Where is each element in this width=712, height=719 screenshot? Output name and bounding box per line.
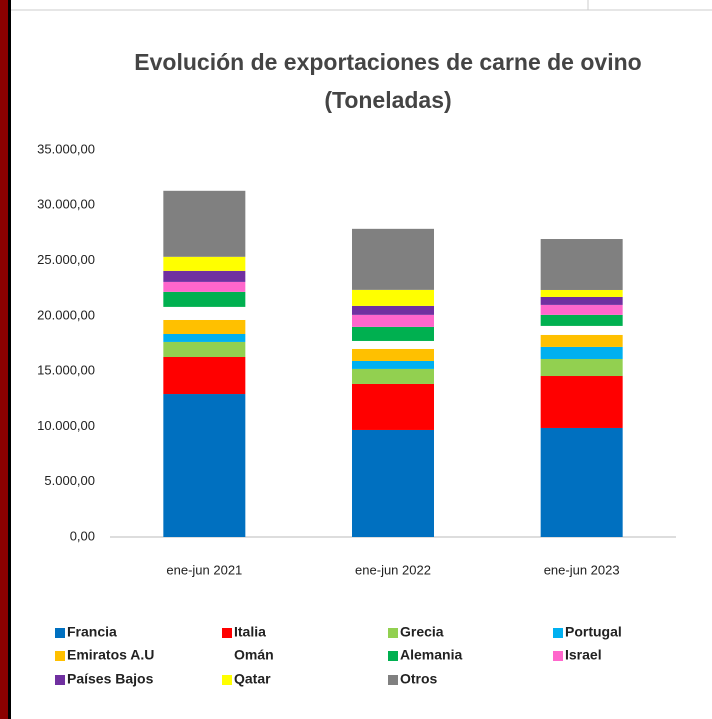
y-tick-label: 0,00 (70, 528, 95, 543)
bar-segment (352, 228, 434, 290)
bar-segment (163, 356, 246, 395)
left-edge (0, 0, 8, 719)
y-tick-label: 5.000,00 (44, 473, 95, 488)
bar-segment (163, 281, 246, 292)
bar-segment (540, 427, 623, 537)
legend-label: Alemania (400, 647, 462, 663)
bar-segment (540, 296, 623, 305)
bar-segment (163, 190, 246, 257)
bar-segment (540, 314, 623, 326)
bar-segment (540, 289, 623, 297)
legend-label: Omán (234, 647, 274, 663)
bar-segment (352, 305, 434, 315)
chart-title: Evolución de exportaciones de carne de o… (134, 49, 641, 75)
y-tick-label: 25.000,00 (37, 252, 95, 267)
legend-swatch (388, 651, 398, 661)
bar-segment (163, 291, 246, 307)
x-tick-label: ene-jun 2023 (544, 562, 620, 577)
bar-segment (352, 383, 434, 430)
bar-segment (352, 360, 434, 369)
y-tick-label: 15.000,00 (37, 363, 95, 378)
bar-segment (540, 239, 623, 290)
legend-swatch (55, 628, 65, 638)
legend-swatch (222, 628, 232, 638)
y-tick-label: 20.000,00 (37, 307, 95, 322)
bar-segment (163, 333, 246, 342)
legend-label: Israel (565, 647, 602, 663)
legend-swatch (388, 675, 398, 685)
x-tick-label: ene-jun 2021 (166, 562, 242, 577)
bar-segment (540, 358, 623, 377)
bar-segment (163, 394, 246, 537)
legend-swatch (553, 651, 563, 661)
y-tick-label: 10.000,00 (37, 418, 95, 433)
y-tick-label: 30.000,00 (37, 197, 95, 212)
bar-segment (352, 340, 434, 349)
left-border (8, 0, 11, 719)
bar-segment (540, 346, 623, 359)
bar-segment (163, 306, 246, 320)
bar-segment (540, 304, 623, 315)
bar-segment (163, 341, 246, 357)
bar-segment (540, 334, 623, 347)
x-tick-label: ene-jun 2022 (355, 562, 431, 577)
bar-segment (163, 319, 246, 334)
legend-label: Emiratos A.U (67, 647, 154, 663)
bar-segment (352, 368, 434, 384)
legend-swatch (55, 675, 65, 685)
bar-segment (540, 376, 623, 428)
legend-swatch (388, 628, 398, 638)
legend-label: Francia (67, 624, 117, 640)
legend-label: Italia (234, 624, 266, 640)
bar-segment (352, 314, 434, 327)
legend-label: Qatar (234, 671, 271, 687)
legend-label: Grecia (400, 624, 444, 640)
bar-segment (352, 326, 434, 341)
y-tick-label: 35.000,00 (37, 141, 95, 156)
legend-swatch (553, 628, 563, 638)
legend-swatch (55, 651, 65, 661)
legend-label: Otros (400, 671, 438, 687)
legend-swatch (222, 651, 232, 661)
bar-segment (163, 256, 246, 271)
legend-swatch (222, 675, 232, 685)
bar-segment (352, 429, 434, 537)
bar-segment (540, 325, 623, 335)
bar-segment (163, 270, 246, 282)
legend-label: Países Bajos (67, 671, 154, 687)
bar-segment (352, 289, 434, 306)
chart-subtitle: (Toneladas) (324, 87, 451, 113)
legend-label: Portugal (565, 624, 622, 640)
bar-segment (352, 348, 434, 361)
